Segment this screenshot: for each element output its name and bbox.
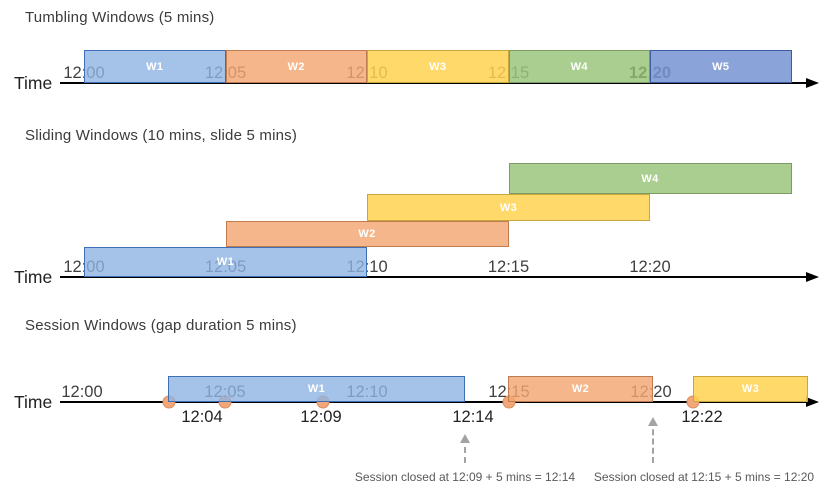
session-window-w3: W3 [693,376,808,402]
session-callout-arrow-icon [648,417,658,463]
session-tick-label: 12:00 [61,383,103,401]
session-callout-text: Session closed at 12:09 + 5 mins = 12:14 [354,470,576,484]
session-event-time-label: 12:04 [181,408,223,426]
sliding-tick-label: 12:15 [487,258,530,276]
sliding-tick-label: 12:20 [629,258,671,276]
tumbling-time-axis [60,82,806,84]
session-window-label: W2 [571,383,590,395]
session-window-w2: W2 [508,376,653,402]
tumbling-window-label: W5 [712,60,730,73]
sliding-section-title: Sliding Windows (10 mins, slide 5 mins) [25,127,298,144]
session-callout-text: Session closed at 12:15 + 5 mins = 12:20 [593,470,815,484]
sliding-time-axis [60,276,806,278]
tumbling-time-axis-arrowhead-icon [806,78,819,88]
tumbling-window-label: W4 [570,60,588,73]
sliding-window-w2: W2 [225,221,509,247]
sliding-time-axis-label: Time [14,266,53,287]
session-time-axis [60,401,806,403]
tumbling-window-w1: W1 [84,50,226,83]
sliding-window-w4: W4 [508,163,792,194]
sliding-time-axis-arrowhead-icon [806,272,819,282]
session-callout-arrow-icon [460,434,470,463]
sliding-window-label: W4 [641,172,659,185]
session-event-time-label: 12:09 [300,408,342,426]
sliding-window-w3: W3 [367,194,650,221]
sliding-window-label: W1 [216,256,235,268]
tumbling-window-label: W1 [146,60,164,73]
session-window-w1: W1 [168,376,465,402]
sliding-window-w1: W1 [84,247,367,277]
session-callout-arrowhead-icon [460,434,470,443]
sliding-window-label: W3 [499,201,518,214]
tumbling-window-label: W2 [287,60,305,73]
session-time-axis-label: Time [14,391,53,412]
session-event-time-label: 12:22 [681,408,723,426]
session-window-label: W1 [307,383,326,395]
tumbling-window-w4: W4 [508,50,650,83]
session-callout-arrowhead-icon [648,417,658,426]
tumbling-section-title: Tumbling Windows (5 mins) [25,9,215,26]
session-window-label: W3 [741,383,760,395]
session-section-title: Session Windows (gap duration 5 mins) [25,317,297,334]
tumbling-time-axis-label: Time [14,72,53,93]
sliding-window-label: W2 [358,228,376,240]
tumbling-window-w2: W2 [225,50,367,83]
tumbling-window-w3: W3 [367,50,509,83]
session-event-time-label: 12:14 [452,408,494,426]
tumbling-window-w5: W5 [650,50,792,83]
session-time-axis-arrowhead-icon [806,397,819,407]
tumbling-window-label: W3 [429,60,447,73]
